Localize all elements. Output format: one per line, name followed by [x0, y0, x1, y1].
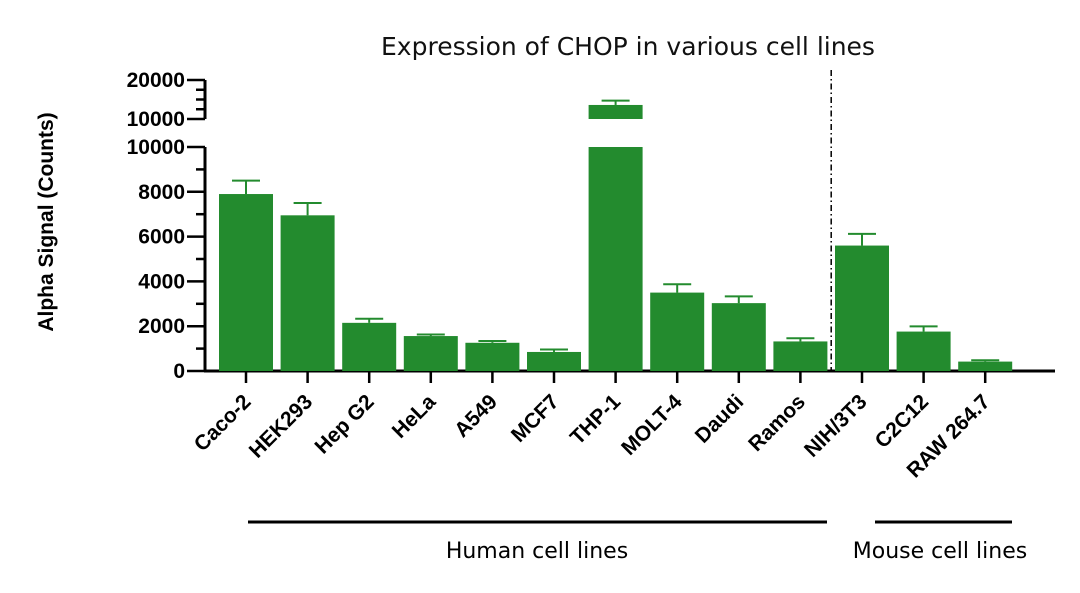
group-brackets: Human cell lines Mouse cell lines: [248, 520, 1027, 564]
bar: [342, 322, 397, 371]
y-tick-label: 2000: [138, 315, 185, 338]
bar: [650, 292, 705, 371]
bar: [588, 147, 643, 371]
bar: [711, 303, 766, 371]
bar: [773, 341, 828, 371]
x-tick-label: HeLa: [388, 390, 441, 443]
group-label: Human cell lines: [446, 539, 628, 564]
bar: [403, 336, 458, 371]
bars: [219, 104, 1013, 371]
bar: [280, 215, 335, 371]
y-ticks: 0 2000 4000 6000 8000 10000 10000 20000: [127, 69, 987, 383]
bar: [465, 342, 520, 371]
chart-title: Expression of CHOP in various cell lines: [381, 32, 875, 61]
y-tick-label: 6000: [138, 226, 185, 249]
y-axis-label: Alpha Signal (Counts): [35, 112, 58, 331]
x-tick-label: NIH/3T3: [800, 390, 872, 462]
x-tick-label: Daudi: [691, 390, 749, 448]
bar: [219, 194, 273, 371]
y-tick-label: 20000: [127, 69, 185, 92]
y-tick-label: 10000: [127, 108, 185, 131]
x-tick-label: MCF7: [507, 390, 564, 447]
x-tick-label: A549: [450, 390, 502, 442]
group-label: Mouse cell lines: [853, 539, 1027, 564]
y-tick-label: 10000: [127, 136, 185, 159]
bar-upper: [588, 104, 643, 119]
x-tick-label: Hep G2: [310, 390, 378, 458]
bar: [527, 351, 581, 371]
x-tick-label: HEK293: [245, 390, 317, 462]
bar: [958, 361, 1013, 371]
bar: [896, 331, 951, 371]
bar: [835, 245, 889, 371]
y-tick-label: 8000: [138, 181, 185, 204]
x-tick-label: THP-1: [566, 390, 625, 449]
y-tick-label: 0: [173, 360, 185, 383]
y-tick-label: 4000: [138, 270, 185, 293]
error-bars: [232, 99, 1000, 362]
x-tick-label: C2C12: [871, 390, 933, 452]
x-tick-label: MOLT-4: [617, 390, 687, 460]
